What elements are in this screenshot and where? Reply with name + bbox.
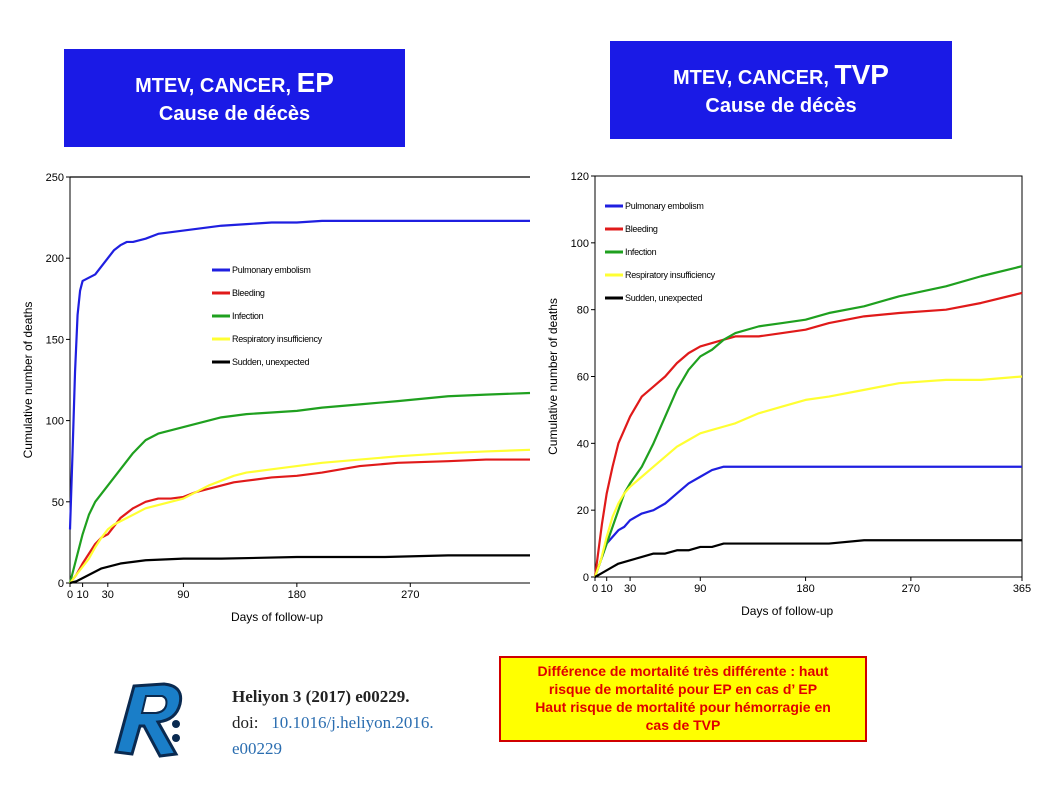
tvp-line-infection [593, 265, 1023, 578]
tvp-y-tick-label: 100 [571, 238, 589, 250]
tvp-y-tick-label: 60 [577, 372, 589, 384]
ep-legend-label-bleeding: Bleeding [232, 288, 265, 298]
ep-y-tick-label: 0 [58, 578, 64, 590]
doi-label: doi: [232, 713, 259, 732]
tvp-line-bleeding [593, 291, 1023, 578]
ep-y-axis-label: Cumulative number of deaths [21, 302, 35, 459]
ep-x-tick-label: 30 [102, 589, 114, 601]
tvp-x-tick-label: 90 [694, 583, 706, 595]
right-title-emph: TVP [834, 59, 889, 90]
citation-doi-line: doi: 10.1016/j.heliyon.2016. [232, 710, 434, 736]
doi-link-part1[interactable]: 10.1016/j.heliyon.2016. [271, 713, 434, 732]
ep-line-respiratory-insufficiency [69, 448, 531, 584]
ep-x-tick-label: 0 [67, 589, 73, 601]
note-line-2: risque de mortalité pour EP en cas d’ EP [548, 681, 818, 697]
ep-legend-label-respiratory-insufficiency: Respiratory insufficiency [232, 334, 323, 344]
ep-x-tick-label: 180 [288, 589, 306, 601]
tvp-legend-label-infection: Infection [625, 247, 657, 257]
tvp-x-tick-label: 10 [601, 583, 613, 595]
tvp-y-tick-label: 40 [577, 438, 589, 450]
tvp-legend-label-sudden-unexpected: Sudden, unexpected [625, 293, 702, 303]
ep-x-axis-label: Days of follow-up [231, 610, 323, 624]
ep-y-tick-label: 100 [46, 416, 64, 428]
ep-line-bleeding [69, 458, 530, 584]
ep-line-infection [68, 391, 531, 584]
ep-legend-label-pulmonary-embolism: Pulmonary embolism [232, 265, 311, 275]
ep-legend-label-sudden-unexpected: Sudden, unexpected [232, 357, 309, 367]
note-line-3: Haut risque de mortalité pour hémorragie… [535, 699, 831, 715]
tvp-legend-label-respiratory-insufficiency: Respiratory insufficiency [625, 270, 716, 280]
ep-legend-label-infection: Infection [232, 311, 264, 321]
tvp-x-tick-label: 365 [1013, 583, 1031, 595]
left-title-line2: Cause de décès [158, 103, 311, 125]
tvp-plot-frame [594, 175, 1023, 578]
tvp-line-sudden-unexpected [594, 539, 1022, 578]
doi-link-part2[interactable]: e00229 [232, 739, 283, 758]
tvp-y-tick-label: 20 [577, 505, 589, 517]
tvp-y-tick-label: 120 [571, 171, 589, 183]
note-line-1: Différence de mortalité très différente … [537, 663, 829, 679]
tvp-y-axis-label: Cumulative number of deaths [546, 298, 560, 455]
ep-line-pulmonary-embolism [68, 219, 530, 530]
tvp-x-axis-label: Days of follow-up [741, 604, 833, 618]
tvp-x-tick-label: 270 [902, 583, 920, 595]
left-title-line1: MTEV, CANCER, EP [64, 67, 405, 99]
mortality-note: Différence de mortalité très différente … [499, 656, 867, 742]
right-chart-title-box: MTEV, CANCER, TVP Cause de décès [610, 41, 952, 139]
ep-y-tick-label: 200 [46, 253, 64, 265]
ep-x-tick-label: 270 [401, 589, 419, 601]
citation-journal: Heliyon 3 (2017) e00229. [232, 687, 410, 706]
ep-x-tick-label: 10 [76, 589, 88, 601]
tvp-x-tick-label: 0 [592, 583, 598, 595]
tvp-y-tick-label: 0 [583, 572, 589, 584]
left-title-emph: EP [296, 67, 334, 98]
ep-line-sudden-unexpected [69, 554, 530, 585]
right-title-prefix: MTEV, CANCER, [673, 67, 829, 89]
tvp-x-tick-label: 180 [796, 583, 814, 595]
ep-x-tick-label: 90 [177, 589, 189, 601]
ep-y-tick-label: 250 [46, 172, 64, 184]
tvp-x-tick-label: 30 [624, 583, 636, 595]
right-title-line1: MTEV, CANCER, TVP [610, 59, 952, 91]
citation: Heliyon 3 (2017) e00229. doi: 10.1016/j.… [232, 684, 434, 762]
ep-y-tick-label: 150 [46, 334, 64, 346]
left-chart-title-box: MTEV, CANCER, EP Cause de décès [64, 49, 405, 147]
r-logo-icon [114, 682, 183, 758]
tvp-legend-label-pulmonary-embolism: Pulmonary embolism [625, 201, 704, 211]
note-line-4: cas de TVP [645, 717, 721, 733]
tvp-line-respiratory-insufficiency [593, 375, 1023, 578]
tvp-y-tick-label: 80 [577, 305, 589, 317]
ep-y-tick-label: 50 [52, 497, 64, 509]
tvp-legend-label-bleeding: Bleeding [625, 224, 658, 234]
right-title-line2: Cause de décès [705, 95, 857, 117]
tvp-line-pulmonary-embolism [593, 465, 1022, 578]
left-title-prefix: MTEV, CANCER, [135, 75, 292, 97]
